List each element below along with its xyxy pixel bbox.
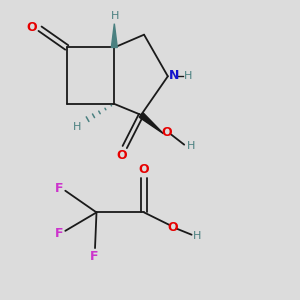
Text: H: H xyxy=(111,11,119,21)
Text: F: F xyxy=(55,182,63,195)
Text: H: H xyxy=(73,122,81,132)
Text: N: N xyxy=(168,69,179,82)
Text: F: F xyxy=(55,227,63,240)
Text: H: H xyxy=(187,141,195,151)
Text: O: O xyxy=(116,149,127,162)
Polygon shape xyxy=(111,24,117,47)
Polygon shape xyxy=(139,113,164,134)
Text: H: H xyxy=(184,71,192,81)
Text: F: F xyxy=(90,250,99,263)
Text: O: O xyxy=(167,221,178,234)
Text: H: H xyxy=(194,231,202,241)
Text: O: O xyxy=(26,21,37,34)
Text: O: O xyxy=(162,126,172,139)
Text: O: O xyxy=(139,164,149,176)
